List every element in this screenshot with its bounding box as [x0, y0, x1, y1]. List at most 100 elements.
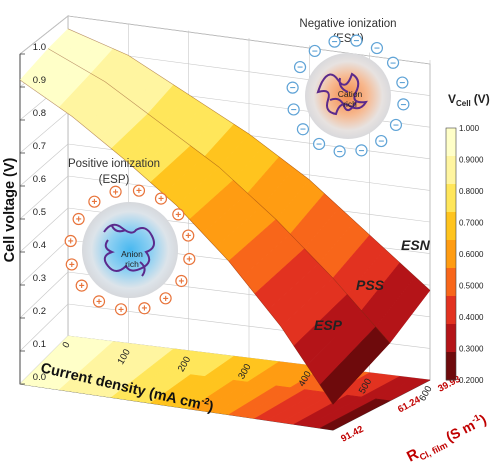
minus-charge-icon — [328, 35, 341, 48]
charge-sign: + — [91, 197, 97, 208]
esn-inner-label-2: rich — [343, 99, 357, 109]
y-tick-label: 0.5 — [33, 207, 46, 218]
colorbar-tick-label: 0.3000 — [459, 345, 484, 354]
plus-charge-icon — [138, 302, 151, 315]
esn-illustration: Negative ionization (ESN) Cation rich −−… — [286, 18, 410, 158]
x-tick-label: 0 — [60, 340, 72, 350]
y-tick-label: 0.4 — [33, 240, 46, 251]
charge-sign: − — [353, 36, 359, 47]
charge-sign: + — [163, 294, 169, 305]
grid-line — [19, 239, 69, 286]
minus-charge-icon — [287, 103, 300, 116]
charge-sign: − — [300, 125, 306, 136]
colorbar-swatch — [446, 212, 456, 241]
colorbar-swatch — [446, 184, 456, 213]
esp-illustration: Positive ionization (ESP) Anion rich +++… — [64, 158, 196, 316]
esp-polymer — [103, 223, 155, 277]
y-tick-label: 0.0 — [33, 372, 46, 383]
colorbar: VCell (V) 1.000 0.9000 0.8000 0.7000 0.6000 0.… — [445, 92, 490, 385]
colorbar-swatch — [446, 352, 456, 381]
y-tick-label: 0.9 — [33, 75, 46, 86]
minus-charge-icon — [350, 34, 363, 47]
charge-sign: − — [393, 120, 399, 131]
plus-charge-icon — [75, 279, 88, 292]
colorbar-title: VCell (V) — [448, 92, 490, 108]
colorbar-tick-label: 1.000 — [459, 124, 480, 133]
series-line — [67, 28, 431, 291]
colorbar-tick-label: 0.6000 — [459, 250, 484, 259]
grid-line — [19, 303, 69, 352]
grid-line — [19, 111, 69, 154]
y-tick-label: 0.7 — [33, 141, 46, 152]
z-axis-title: RCl, film(S m-1) — [404, 410, 490, 467]
colorbar-tick-label: 0.7000 — [459, 219, 484, 228]
floor-projection — [19, 335, 431, 431]
voltage-surface — [19, 28, 431, 405]
series-line — [47, 48, 391, 344]
minus-charge-icon — [333, 145, 346, 158]
colorbar-swatch — [446, 296, 456, 325]
esp-inner-label-2: rich — [125, 259, 139, 269]
esn-particle — [305, 53, 391, 139]
charge-sign: − — [337, 147, 343, 158]
minus-charge-icon — [293, 60, 307, 74]
minus-charge-icon — [312, 137, 326, 151]
charge-sign: + — [69, 260, 75, 271]
floor-cell — [319, 398, 391, 431]
esp-abbr: (ESP) — [99, 174, 130, 186]
minus-charge-icon — [386, 56, 400, 69]
plus-charge-icon — [72, 212, 85, 226]
colorbar-swatch — [446, 128, 456, 157]
minus-charge-icon — [397, 98, 410, 111]
y-tick-label: 0.6 — [33, 174, 46, 185]
colorbar-tick-label: 0.4000 — [459, 313, 484, 322]
plus-charge-icon — [172, 208, 185, 221]
plus-charge-icon — [65, 258, 78, 271]
minus-charge-icon — [389, 118, 403, 132]
colorbar-swatch — [446, 240, 456, 269]
esn-charges: −−−−−−−−−−−− −−−− — [286, 34, 410, 158]
charge-sign: + — [118, 305, 124, 316]
colorbar-frame — [445, 127, 457, 381]
grid-line — [19, 271, 69, 319]
colorbar-swatch — [446, 156, 456, 185]
y-tick-label: 0.8 — [33, 108, 46, 119]
esp-particle — [82, 202, 178, 298]
colorbar-swatch — [446, 324, 456, 353]
charge-sign: − — [332, 37, 338, 48]
minus-charge-icon — [355, 144, 368, 157]
charge-sign: + — [178, 276, 184, 287]
plus-charge-icon — [159, 292, 172, 305]
plus-charge-icon — [92, 295, 106, 308]
minus-charge-icon — [375, 134, 388, 148]
minus-charge-icon — [286, 81, 299, 94]
charge-sign: − — [378, 137, 384, 148]
charge-sign: + — [68, 237, 74, 248]
charge-sign: + — [185, 231, 191, 242]
charge-sign: + — [141, 304, 147, 315]
charge-sign: + — [79, 281, 85, 292]
charge-sign: − — [399, 78, 405, 89]
charge-sign: − — [291, 105, 297, 116]
grid-line — [19, 15, 69, 55]
charge-sign: + — [158, 194, 164, 205]
charge-sign: + — [113, 187, 119, 198]
y-tick-label: 0.3 — [33, 273, 46, 284]
grid-line — [19, 175, 69, 220]
esn-polymer — [316, 72, 368, 116]
charge-sign: + — [136, 186, 142, 197]
charge-sign: − — [290, 83, 296, 94]
colorbar-tick-label: 0.9000 — [459, 156, 484, 165]
charge-sign: + — [175, 210, 181, 221]
charge-sign: − — [312, 46, 318, 57]
charge-sign: − — [297, 63, 303, 74]
plus-charge-icon — [175, 274, 188, 288]
minus-charge-icon — [396, 76, 409, 89]
charge-sign: − — [316, 139, 322, 150]
y-axis-title: Cell voltage (V) — [2, 157, 18, 262]
plus-charge-icon — [183, 252, 196, 266]
esp-charges: ++++++++++++ ++++ — [64, 184, 196, 316]
y-axis-ticks: 0.0 0.1 0.2 0.3 0.4 0.5 0.6 0.7 0.8 0.9 1.0 — [20, 42, 46, 385]
y-tick-label: 0.2 — [33, 306, 46, 317]
